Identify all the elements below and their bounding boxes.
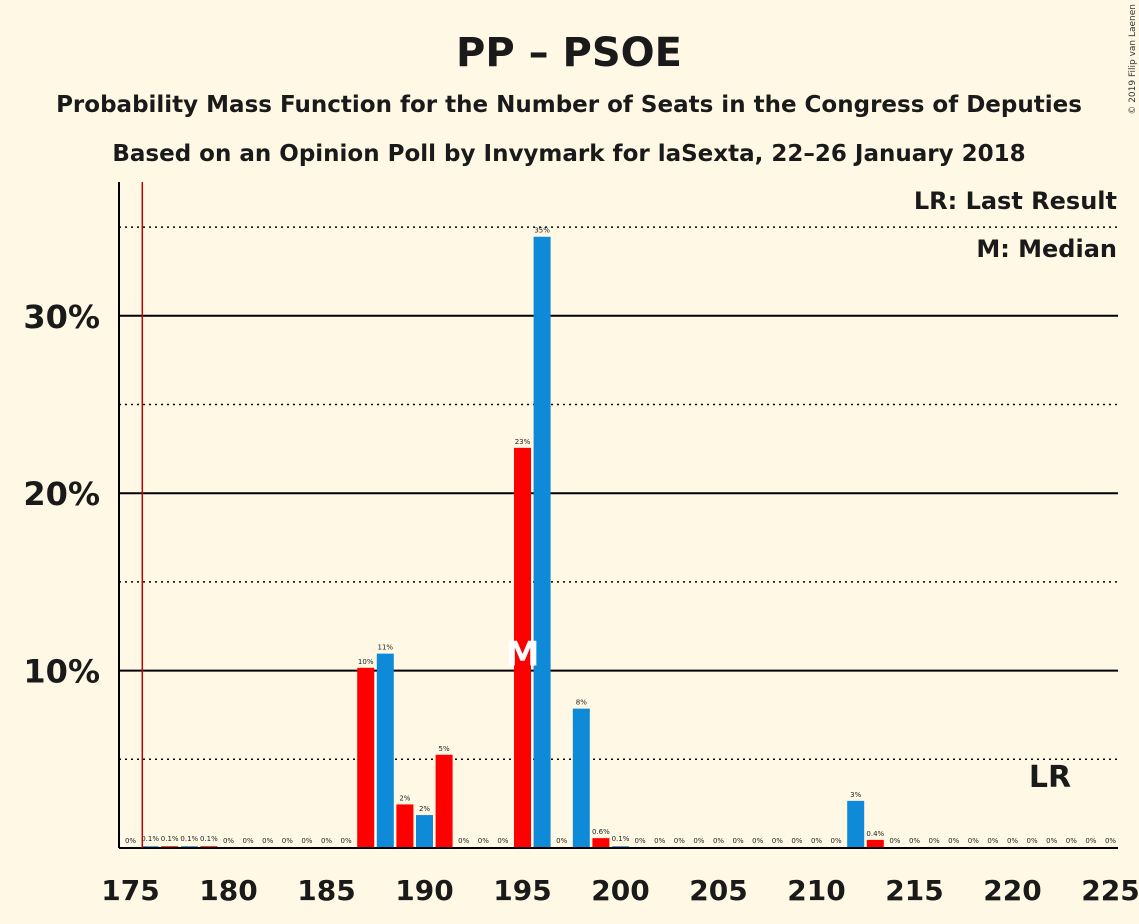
- data-label-seat-186: 0%: [341, 837, 352, 845]
- x-tick-label: 215: [885, 874, 943, 907]
- x-tick-label: 175: [101, 874, 159, 907]
- bar-seat-191: [435, 754, 453, 848]
- x-tick-label: 185: [297, 874, 355, 907]
- data-label-seat-202: 0%: [654, 837, 665, 845]
- data-label-seat-204: 0%: [693, 837, 704, 845]
- data-label-seat-190: 2%: [419, 805, 430, 813]
- data-label-seat-185: 0%: [321, 837, 332, 845]
- data-label-seat-194: 0%: [497, 837, 508, 845]
- data-label-seat-203: 0%: [674, 837, 685, 845]
- data-label-seat-187: 10%: [358, 658, 374, 666]
- legend-median: M: Median: [976, 235, 1117, 263]
- data-label-seat-206: 0%: [733, 837, 744, 845]
- data-label-seat-210: 0%: [811, 837, 822, 845]
- median-marker: M: [506, 635, 540, 675]
- data-label-seat-215: 0%: [909, 837, 920, 845]
- data-label-seat-214: 0%: [889, 837, 900, 845]
- data-label-seat-184: 0%: [301, 837, 312, 845]
- data-label-seat-188: 11%: [378, 644, 394, 652]
- data-label-seat-224: 0%: [1085, 837, 1096, 845]
- bar-seat-212: [847, 800, 865, 848]
- x-axis-ticks: 175 180 185 190 195 200 205 210 215 220 225: [101, 874, 1139, 907]
- copyright-notice: © 2019 Filip van Laenen: [1128, 4, 1138, 115]
- data-label-seat-193: 0%: [478, 837, 489, 845]
- x-tick-label: 220: [983, 874, 1041, 907]
- data-label-seat-201: 0%: [635, 837, 646, 845]
- data-label-seat-211: 0%: [831, 837, 842, 845]
- chart-title: PP – PSOE: [456, 30, 682, 76]
- bar-seat-190: [416, 815, 433, 848]
- data-label-seat-213: 0.4%: [866, 830, 884, 838]
- x-tick-label: 225: [1081, 874, 1139, 907]
- data-label-seat-225: 0%: [1105, 837, 1116, 845]
- data-label-seat-221: 0%: [1027, 837, 1038, 845]
- data-label-seat-197: 0%: [556, 837, 567, 845]
- data-label-seat-205: 0%: [713, 837, 724, 845]
- bar-seat-196: [533, 236, 551, 848]
- data-label-seat-191: 5%: [439, 745, 450, 753]
- data-label-seat-189: 2%: [399, 794, 410, 802]
- x-tick-label: 195: [493, 874, 551, 907]
- x-tick-label: 190: [395, 874, 453, 907]
- data-label-seat-183: 0%: [282, 837, 293, 845]
- data-label-seat-175: 0%: [125, 837, 136, 845]
- data-label-seat-198: 8%: [576, 699, 587, 707]
- data-label-seat-207: 0%: [752, 837, 763, 845]
- data-label-seat-199: 0.6%: [592, 828, 610, 836]
- bar-seat-198: [572, 708, 590, 848]
- data-label-seat-222: 0%: [1046, 837, 1057, 845]
- data-labels: 0% 0.1% 0.1% 0.1% 0.1% 0% 0% 0% 0% 0% 0% 0%10%11%2%…: [125, 227, 1116, 845]
- data-label-seat-176: 0.1%: [141, 835, 159, 843]
- data-label-seat-180: 0%: [223, 837, 234, 845]
- bar-seat-213: [866, 839, 884, 848]
- data-label-seat-182: 0%: [262, 837, 273, 845]
- x-tick-label: 200: [591, 874, 649, 907]
- chart-source: Based on an Opinion Poll by Invymark for…: [112, 141, 1025, 167]
- gridlines: [119, 226, 1118, 761]
- last-result-marker: LR: [1029, 760, 1071, 795]
- data-label-seat-223: 0%: [1066, 837, 1077, 845]
- y-tick-label: 20%: [23, 475, 100, 513]
- data-label-seat-216: 0%: [929, 837, 940, 845]
- data-label-seat-209: 0%: [791, 837, 802, 845]
- legend-last-result: LR: Last Result: [914, 187, 1117, 215]
- x-tick-label: 205: [689, 874, 747, 907]
- data-label-seat-195: 23%: [515, 438, 531, 446]
- y-tick-label: 30%: [23, 298, 100, 336]
- data-label-seat-217: 0%: [948, 837, 959, 845]
- data-label-seat-200: 0.1%: [612, 835, 630, 843]
- data-label-seat-220: 0%: [1007, 837, 1018, 845]
- bar-seat-187: [357, 667, 375, 848]
- data-label-seat-218: 0%: [968, 837, 979, 845]
- bar-seat-189: [396, 804, 414, 848]
- bar-seat-199: [592, 838, 610, 848]
- bars: [141, 236, 884, 848]
- bar-seat-195: [514, 447, 531, 848]
- data-label-seat-177: 0.1%: [161, 835, 179, 843]
- data-label-seat-212: 3%: [850, 791, 861, 799]
- data-label-seat-179: 0.1%: [200, 835, 218, 843]
- chart-subtitle: Probability Mass Function for the Number…: [56, 92, 1082, 118]
- x-tick-label: 180: [199, 874, 257, 907]
- y-axis-ticks: 10% 20% 30%: [23, 298, 100, 691]
- data-label-seat-192: 0%: [458, 837, 469, 845]
- data-label-seat-178: 0.1%: [180, 835, 198, 843]
- x-tick-label: 210: [787, 874, 845, 907]
- data-label-seat-208: 0%: [772, 837, 783, 845]
- data-label-seat-181: 0%: [243, 837, 254, 845]
- data-label-seat-219: 0%: [987, 837, 998, 845]
- data-label-seat-196: 35%: [534, 227, 550, 235]
- bar-seat-188: [376, 653, 394, 848]
- y-tick-label: 10%: [23, 653, 100, 691]
